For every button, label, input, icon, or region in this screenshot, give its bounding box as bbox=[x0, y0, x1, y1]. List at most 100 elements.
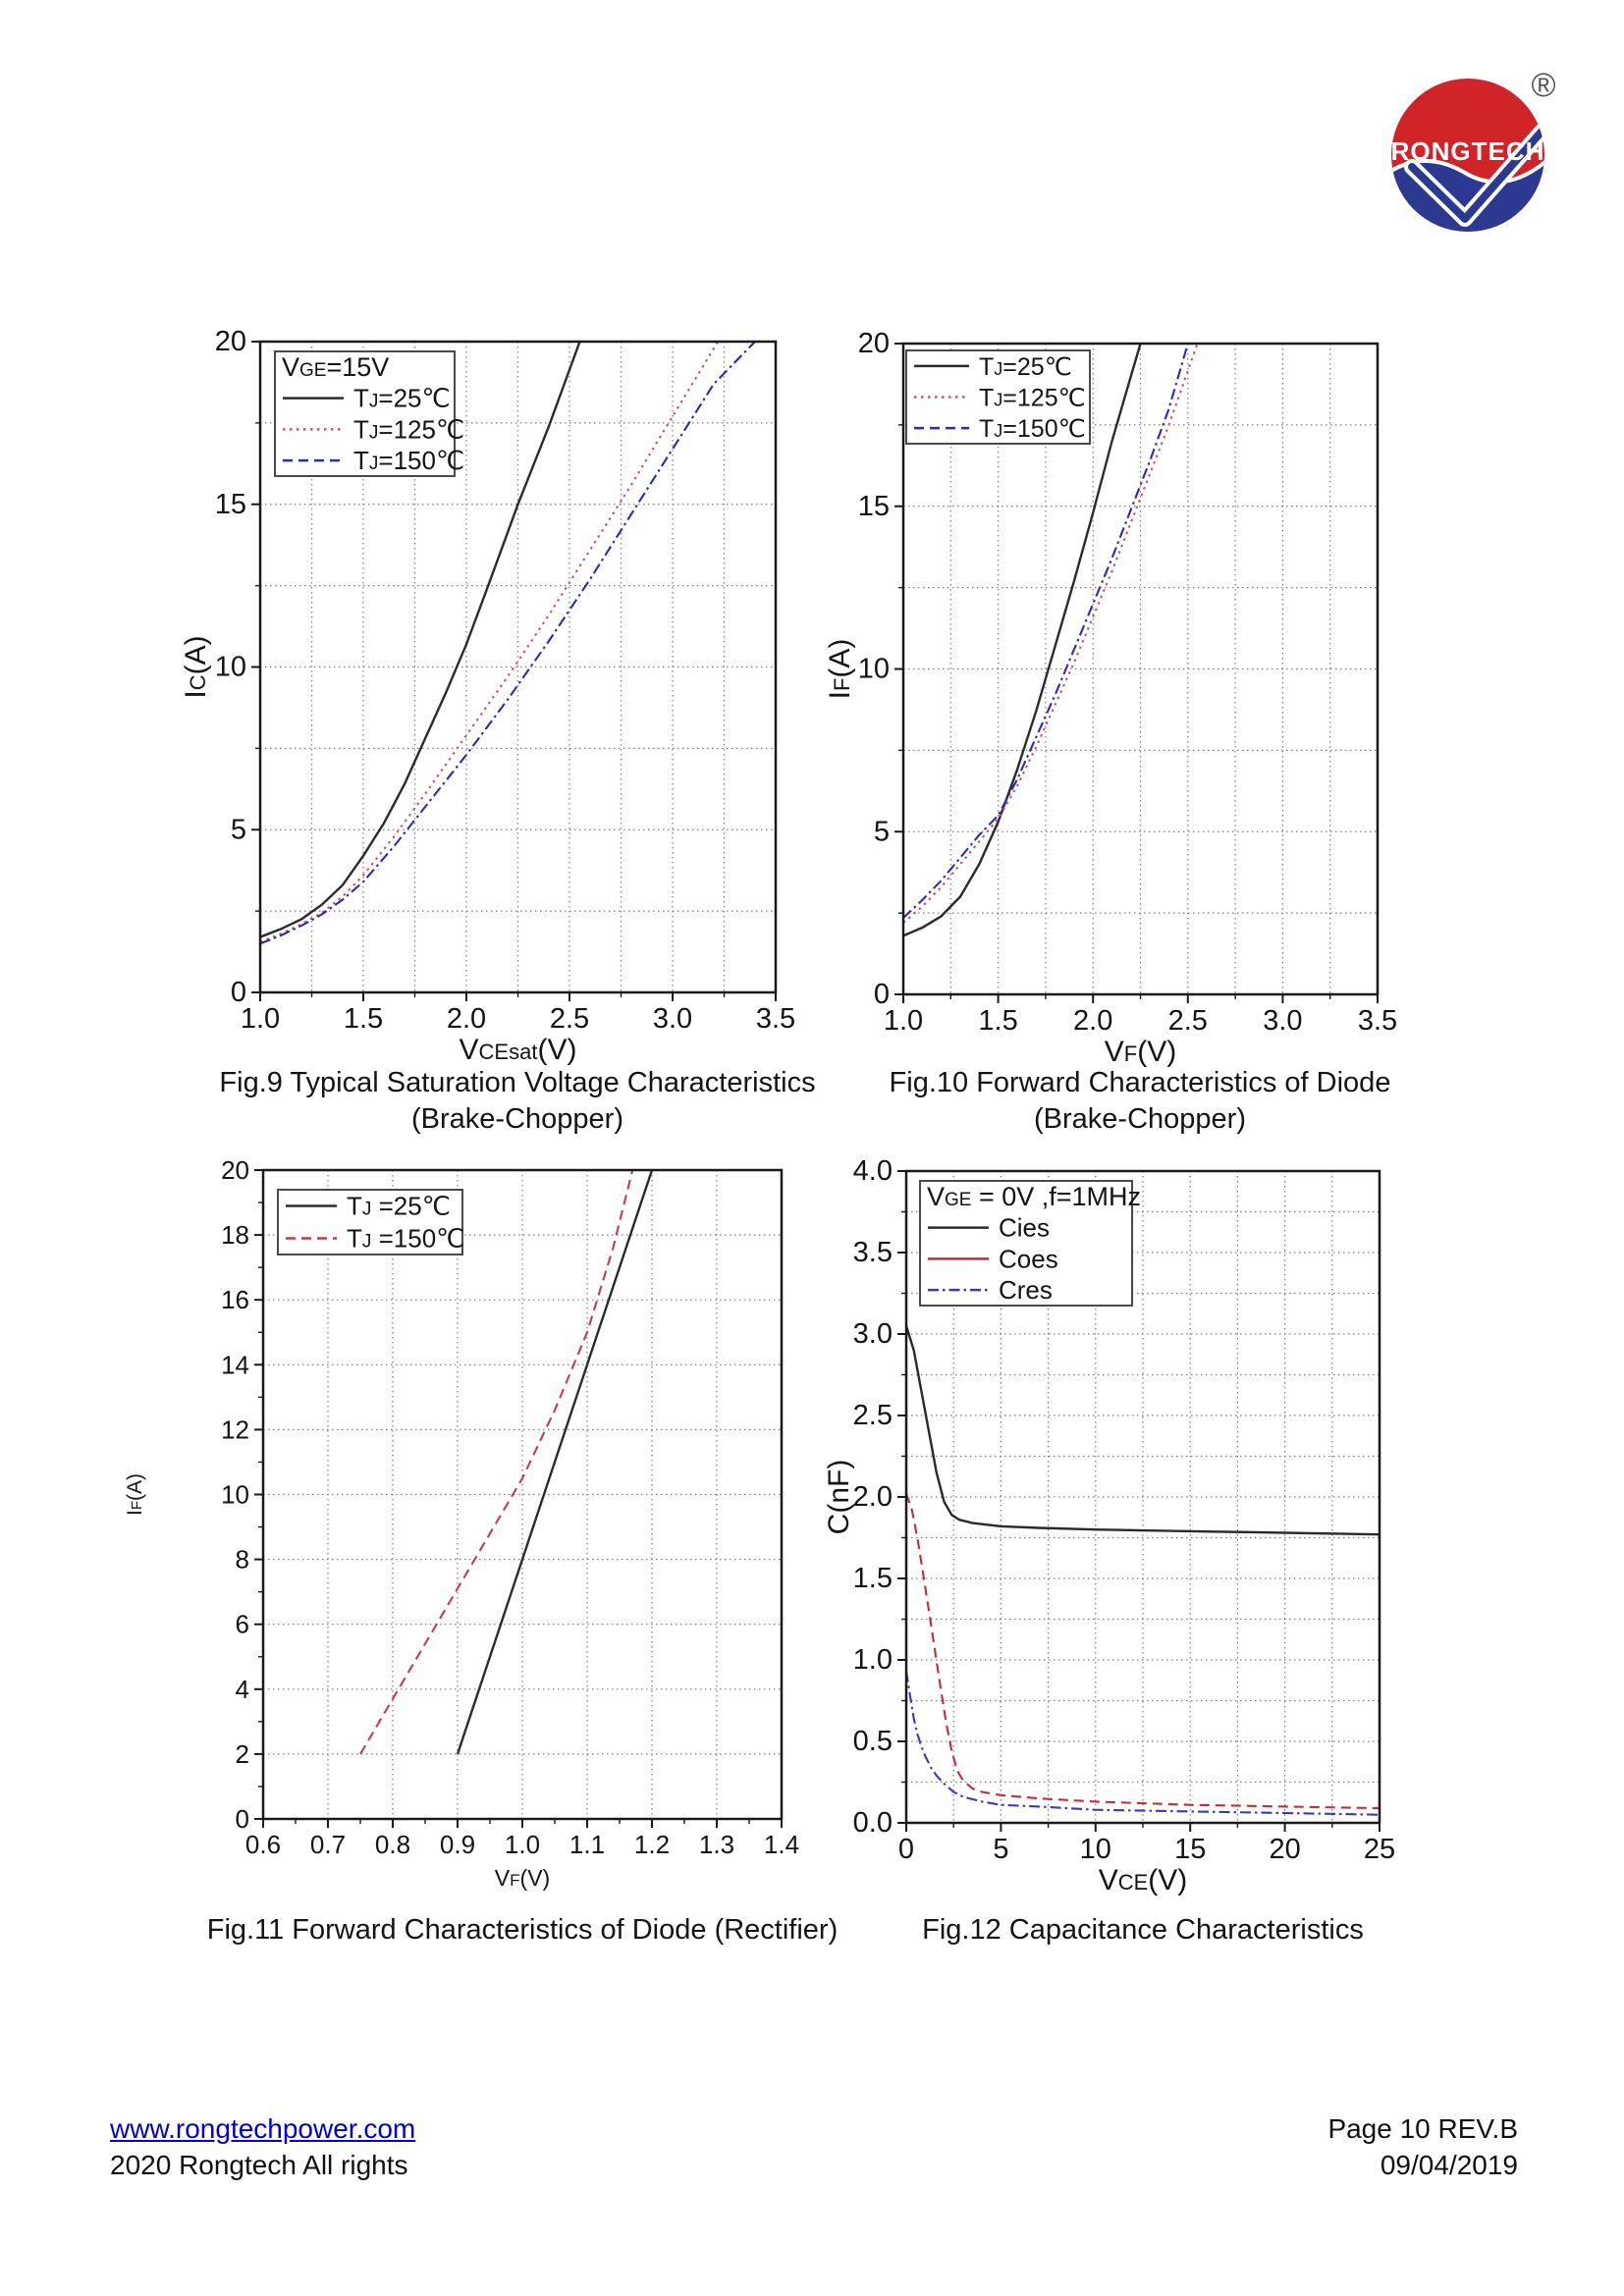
fig10-series-TJ=150℃ bbox=[903, 344, 1189, 919]
fig10-ytick: 10 bbox=[858, 654, 890, 685]
fig12-ylabel: C(nF) bbox=[823, 1460, 855, 1535]
fig11-legend: TJ =25℃ TJ =150℃ bbox=[277, 1189, 464, 1255]
fig11-xlabel: VF(V) bbox=[495, 1865, 550, 1891]
fig9-ytick: 0 bbox=[231, 977, 246, 1008]
fig12-xtick: 10 bbox=[1080, 1834, 1111, 1865]
fig12-ytick: 0.5 bbox=[853, 1726, 893, 1757]
fig9-chart: 1.0 1.5 2.0 2.5 3.0 3.5 0 5 10 15 20 VCEsat(V) IC(A)… bbox=[180, 326, 795, 1066]
fig12-ytick: 3.0 bbox=[853, 1318, 893, 1350]
fig9-xtick: 3.5 bbox=[756, 1003, 795, 1035]
fig12-ytick: 1.5 bbox=[853, 1563, 893, 1594]
fig12-legend-label-Coes: Coes bbox=[999, 1244, 1058, 1273]
fig9-xtick: 2.0 bbox=[447, 1003, 486, 1035]
fig12-caption-line1: Fig.12 Capacitance Characteristics bbox=[922, 1914, 1364, 1946]
fig12-series-Coes bbox=[906, 1493, 1380, 1810]
fig11-tick-labels: 0.6 0.7 0.8 0.9 1.0 1.1 1.2 1.3 1.4 0 2 4 6 8 10 12 14 16… bbox=[221, 1155, 799, 1859]
fig10-tick-labels: 1.0 1.5 2.0 2.5 3.0 3.5 0 5 10 15 20 bbox=[858, 328, 1397, 1037]
fig9-xtick: 1.0 bbox=[241, 1003, 280, 1035]
fig12-ytick: 1.0 bbox=[853, 1644, 893, 1676]
fig11-xtick: 1.4 bbox=[764, 1830, 799, 1859]
fig11-ticks bbox=[254, 1169, 783, 1828]
fig11-ytick: 4 bbox=[236, 1675, 249, 1704]
fig9-caption: Fig.9 Typical Saturation Voltage Charact… bbox=[203, 1065, 832, 1138]
fig9-caption-line2: (Brake-Chopper) bbox=[411, 1103, 623, 1135]
fig12-ytick: 0.0 bbox=[853, 1807, 893, 1839]
fig10-ticks bbox=[894, 343, 1379, 1003]
fig12-ytick: 3.5 bbox=[853, 1237, 893, 1268]
fig11-xtick: 0.6 bbox=[245, 1830, 281, 1859]
fig9-tick-labels: 1.0 1.5 2.0 2.5 3.0 3.5 0 5 10 15 20 bbox=[215, 326, 795, 1035]
fig10-ytick: 0 bbox=[874, 979, 890, 1010]
fig9-ytick: 15 bbox=[215, 489, 246, 520]
fig12-xlabel: VCE(V) bbox=[1099, 1864, 1188, 1896]
fig12-xtick: 5 bbox=[993, 1834, 1008, 1865]
fig11-ytick: 20 bbox=[221, 1155, 249, 1185]
fig11-caption: Fig.11 Forward Characteristics of Diode … bbox=[179, 1912, 866, 1949]
fig11-chart: 0.6 0.7 0.8 0.9 1.0 1.1 1.2 1.3 1.4 0 2 4 6 8 10 12 14 16… bbox=[124, 1155, 799, 1891]
fig12-ytick: 2.5 bbox=[853, 1400, 893, 1431]
fig12-series-Cies bbox=[906, 1325, 1380, 1536]
fig11-ytick: 2 bbox=[236, 1739, 249, 1769]
fig11-plot-border bbox=[261, 1168, 784, 1821]
fig9-ylabel: IC(A) bbox=[180, 635, 212, 698]
fig10-xtick: 3.5 bbox=[1358, 1005, 1397, 1037]
date-text: 09/04/2019 bbox=[1380, 2150, 1518, 2180]
fig10-xtick: 1.5 bbox=[978, 1005, 1017, 1037]
page-rev-text: Page 10 REV.B bbox=[1327, 2113, 1518, 2144]
fig11-ytick: 6 bbox=[236, 1610, 249, 1639]
fig9-xtick: 3.0 bbox=[653, 1003, 692, 1035]
fig11-legend-box bbox=[277, 1189, 463, 1255]
fig11-ytick: 16 bbox=[221, 1285, 249, 1314]
fig10-caption-line2: (Brake-Chopper) bbox=[1034, 1103, 1246, 1135]
fig11-series-TJ=25℃ bbox=[456, 1170, 654, 1755]
fig10-xtick: 2.0 bbox=[1073, 1005, 1112, 1037]
fig11-ytick: 0 bbox=[236, 1804, 249, 1834]
fig11-xtick: 1.1 bbox=[569, 1830, 605, 1859]
fig9-xtick: 1.5 bbox=[344, 1003, 383, 1035]
fig10-ytick: 15 bbox=[858, 491, 890, 522]
fig11-xtick: 0.7 bbox=[310, 1830, 346, 1859]
fig9-xlabel: VCEsat(V) bbox=[460, 1034, 577, 1066]
fig12-xtick: 15 bbox=[1174, 1834, 1206, 1865]
fig10-grid bbox=[903, 344, 1378, 994]
fig9-ytick: 5 bbox=[231, 814, 246, 845]
fig10-xtick: 1.0 bbox=[884, 1005, 923, 1037]
fig9-ytick: 20 bbox=[215, 326, 246, 357]
fig12-legend-label-Cres: Cres bbox=[999, 1275, 1053, 1305]
fig11-ytick: 10 bbox=[221, 1480, 249, 1510]
fig9-ytick: 10 bbox=[215, 652, 246, 683]
fig11-ylabel: IF(A) bbox=[124, 1473, 146, 1516]
fig11-ytick: 12 bbox=[221, 1415, 249, 1444]
fig9-series-TJ=25℃ bbox=[260, 342, 581, 938]
fig9-series-group bbox=[260, 342, 756, 945]
fig10-legend-label-TJ=150℃: TJ=150℃ bbox=[979, 415, 1086, 443]
fig12-series-group bbox=[906, 1325, 1380, 1816]
registered-mark: ® bbox=[1531, 67, 1555, 104]
fig10-xlabel: VF(V) bbox=[1105, 1036, 1176, 1068]
fig9-legend-label-TJ=125℃: TJ=125℃ bbox=[353, 414, 464, 444]
website-link[interactable]: www.rongtechpower.com bbox=[110, 2113, 416, 2144]
fig11-series-TJ=150℃ bbox=[359, 1170, 634, 1755]
fig10-xtick: 2.5 bbox=[1168, 1005, 1208, 1037]
fig10-plot-border bbox=[901, 342, 1380, 996]
fig11-legend-label-TJ=25℃: TJ =25℃ bbox=[347, 1192, 451, 1221]
fig12-tick-labels: 0 5 10 15 20 25 0.0 0.5 1.0 1.5 2.0 2.5 3.0 3.5 4.0 bbox=[853, 1155, 1395, 1865]
fig11-xtick: 1.0 bbox=[505, 1830, 540, 1859]
fig9-caption-line1: Fig.9 Typical Saturation Voltage Charact… bbox=[219, 1067, 816, 1098]
fig9-plot-border bbox=[258, 340, 778, 994]
fig12-series-Cres bbox=[906, 1671, 1380, 1816]
fig10-legend: TJ=25℃ TJ=125℃ TJ=150℃ bbox=[905, 349, 1091, 445]
fig9-legend-label-TJ=25℃: TJ=25℃ bbox=[353, 384, 451, 413]
fig10-legend-label-TJ=125℃: TJ=125℃ bbox=[979, 385, 1086, 412]
fig11-grid bbox=[263, 1170, 782, 1819]
fig11-xtick: 1.2 bbox=[634, 1830, 670, 1859]
rongtech-logo: RONGTECH ® bbox=[1391, 67, 1556, 232]
fig10-xtick: 3.0 bbox=[1263, 1005, 1302, 1037]
fig9-legend-title: VGE=15V bbox=[282, 352, 389, 382]
fig10-legend-label-TJ=25℃: TJ=25℃ bbox=[979, 353, 1072, 381]
fig9-xtick: 2.5 bbox=[550, 1003, 589, 1035]
fig11-xtick: 1.3 bbox=[699, 1830, 734, 1859]
fig12-legend-label-Cies: Cies bbox=[999, 1213, 1050, 1243]
